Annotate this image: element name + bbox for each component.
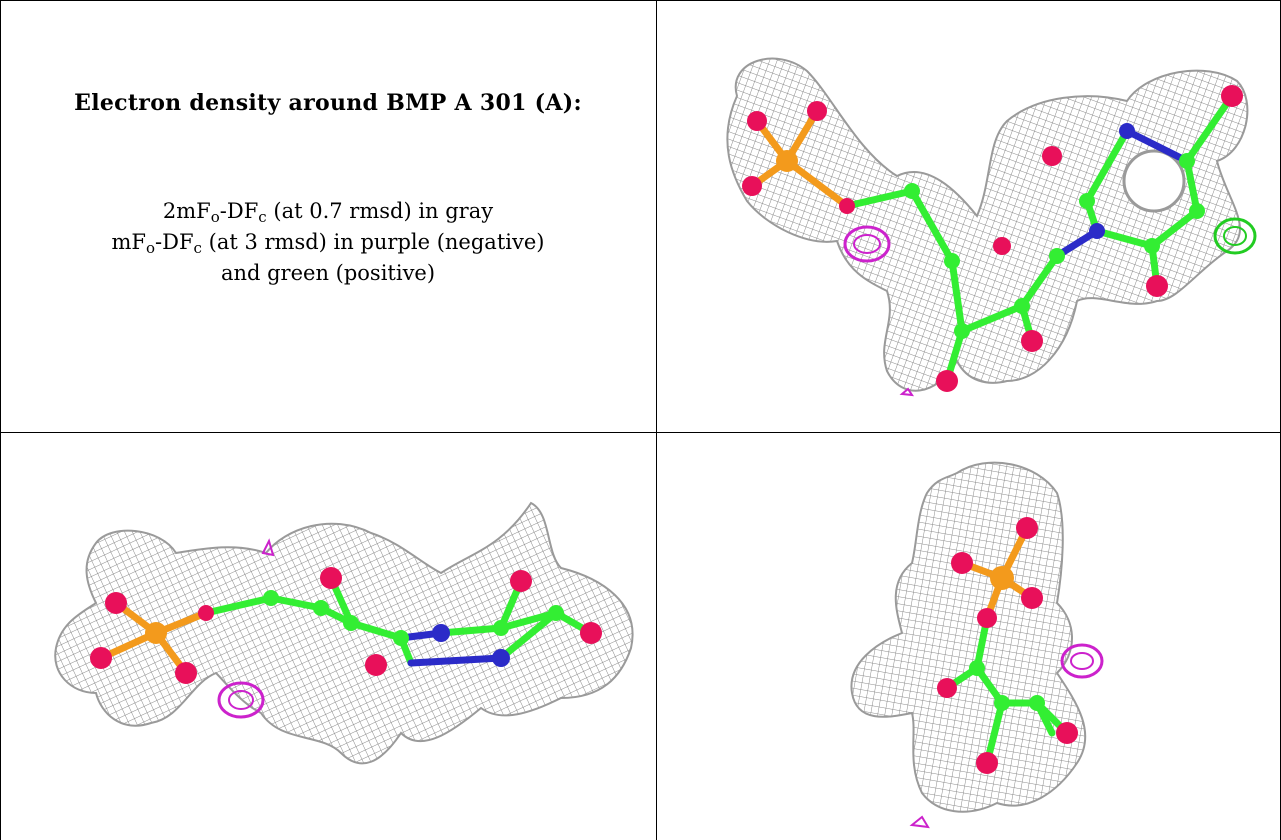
table-row-divider [0,432,1281,433]
density-mesh [54,501,634,765]
view-top-right [657,1,1280,432]
table-border-top [0,0,1281,1]
figure-title: Electron density around BMP A 301 (A): [74,90,582,116]
legend-line-fo-fc: mFo-DFc (at 3 rmsd) in purple (negative) [111,230,545,257]
table-border-middle [656,0,657,840]
ligand-atoms [742,85,1243,392]
difference-density-blobs [909,643,1104,829]
legend-line-positive: and green (positive) [220,261,436,285]
difference-density-blobs [843,217,1257,397]
view-bottom-right [657,433,1280,840]
density-mesh [726,57,1249,392]
legend-line-2fo-fc: 2mFo-DFc (at 0.7 rmsd) in gray [162,199,494,226]
ligand-atoms [90,567,602,684]
caption-cell: Electron density around BMP A 301 (A): 2… [0,0,656,432]
ligand-atoms [937,517,1078,774]
density-legend: 2mFo-DFc (at 0.7 rmsd) in gray mFo-DFc (… [0,196,656,289]
view-bottom-left [1,433,656,840]
difference-density-blobs [217,538,275,719]
table-border-left [0,0,1,840]
density-mesh [850,461,1087,813]
